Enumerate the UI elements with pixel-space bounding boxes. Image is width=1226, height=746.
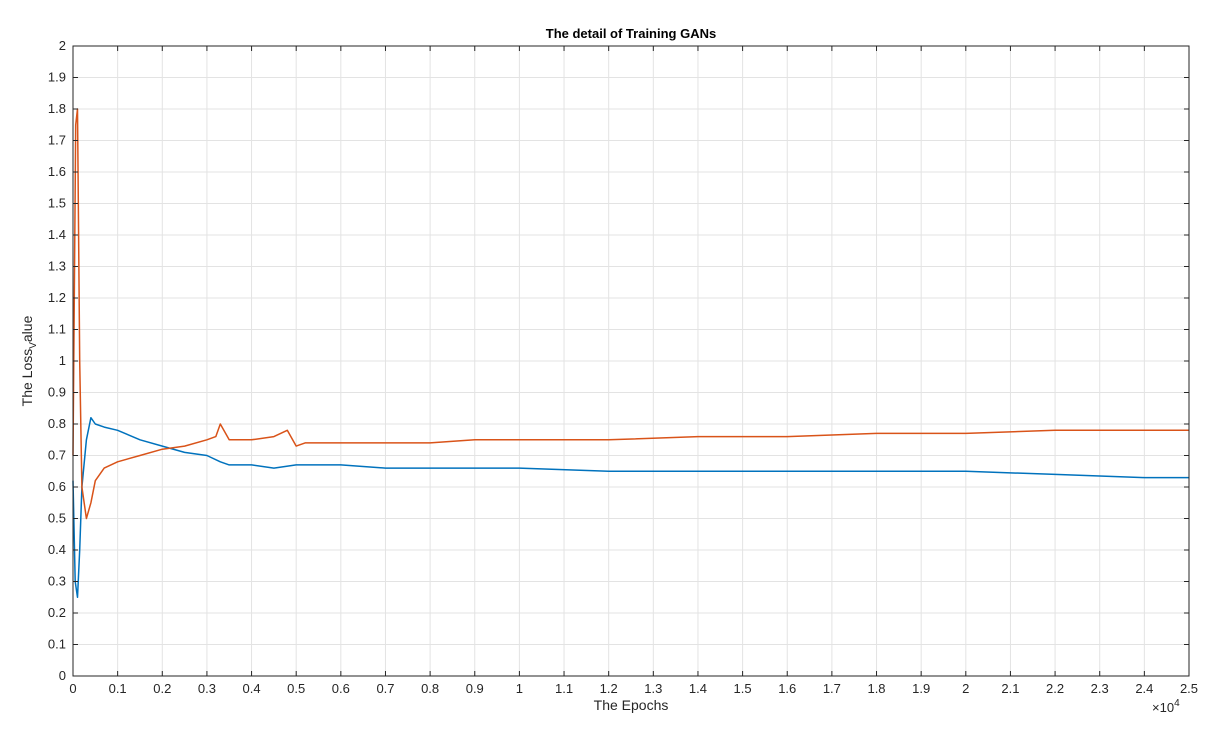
x-tick-label: 2.1 [1001, 681, 1019, 696]
y-tick-label: 0.2 [48, 605, 66, 620]
y-tick-label: 0.8 [48, 416, 66, 431]
y-tick-label: 0.5 [48, 511, 66, 526]
y-tick-label: 1.9 [48, 70, 66, 85]
x-tick-label: 1.1 [555, 681, 573, 696]
x-tick-label: 1.6 [778, 681, 796, 696]
y-tick-label: 1 [59, 353, 66, 368]
x-tick-label: 0.5 [287, 681, 305, 696]
grid-layer [72, 45, 1190, 677]
x-tick-label: 0.3 [198, 681, 216, 696]
x-tick-label: 0 [69, 681, 76, 696]
y-tick-label: 0 [59, 668, 66, 683]
x-tick-label: 1.2 [600, 681, 618, 696]
x-tick-label: 0.7 [376, 681, 394, 696]
tick-layer: 0 0.1 0.2 0.3 0.4 0.5 0.6 0.7 0.8 0.9 1 1.1 1.2 1.3 1.… [48, 38, 1198, 696]
y-axis-title-subscript: V [28, 342, 39, 349]
y-axis-title-suffix: alue [19, 315, 35, 342]
y-tick-label: 0.9 [48, 385, 66, 400]
x-tick-label: 2.3 [1091, 681, 1109, 696]
y-tick-label: 1.7 [48, 133, 66, 148]
y-tick-label: 1.3 [48, 259, 66, 274]
x-tick-label: 1.9 [912, 681, 930, 696]
x-tick-label: 1 [516, 681, 523, 696]
y-tick-label: 1.8 [48, 101, 66, 116]
y-tick-label: 1.5 [48, 196, 66, 211]
x-tick-label: 1.4 [689, 681, 707, 696]
x-tick-label: 2.5 [1180, 681, 1198, 696]
x-tick-label: 2.2 [1046, 681, 1064, 696]
x-tick-label: 0.1 [109, 681, 127, 696]
y-tick-label: 2 [59, 38, 66, 53]
x-tick-label: 1.8 [867, 681, 885, 696]
y-tick-label: 1.6 [48, 164, 66, 179]
x-tick-label: 0.6 [332, 681, 350, 696]
x-tick-label: 1.5 [734, 681, 752, 696]
y-tick-label: 0.4 [48, 542, 66, 557]
y-tick-label: 0.7 [48, 448, 66, 463]
y-tick-label: 1.4 [48, 227, 66, 242]
x-axis-title: The Epochs [594, 697, 669, 713]
y-axis-title: The LossValue [19, 315, 39, 406]
x-tick-label: 2.4 [1135, 681, 1153, 696]
x-tick-label: 0.9 [466, 681, 484, 696]
x-tick-label: 1.3 [644, 681, 662, 696]
x-tick-label: 2 [962, 681, 969, 696]
series-line-2 [72, 108, 1189, 520]
chart-title: The detail of Training GANs [546, 26, 716, 41]
series-line-1 [72, 416, 1189, 599]
y-tick-label: 0.3 [48, 574, 66, 589]
x-axis-exponent: ×104 [1152, 698, 1180, 715]
y-axis-title-main: The Loss [19, 349, 35, 407]
x-tick-label: 0.8 [421, 681, 439, 696]
y-tick-label: 1.1 [48, 322, 66, 337]
y-tick-label: 0.1 [48, 637, 66, 652]
y-tick-label: 0.6 [48, 479, 66, 494]
x-axis-exponent-power: 4 [1174, 698, 1180, 709]
series-layer [72, 108, 1189, 599]
x-tick-label: 0.2 [153, 681, 171, 696]
x-axis-exponent-base: ×10 [1152, 700, 1174, 715]
x-tick-label: 1.7 [823, 681, 841, 696]
x-tick-label: 0.4 [243, 681, 261, 696]
y-tick-label: 1.2 [48, 290, 66, 305]
